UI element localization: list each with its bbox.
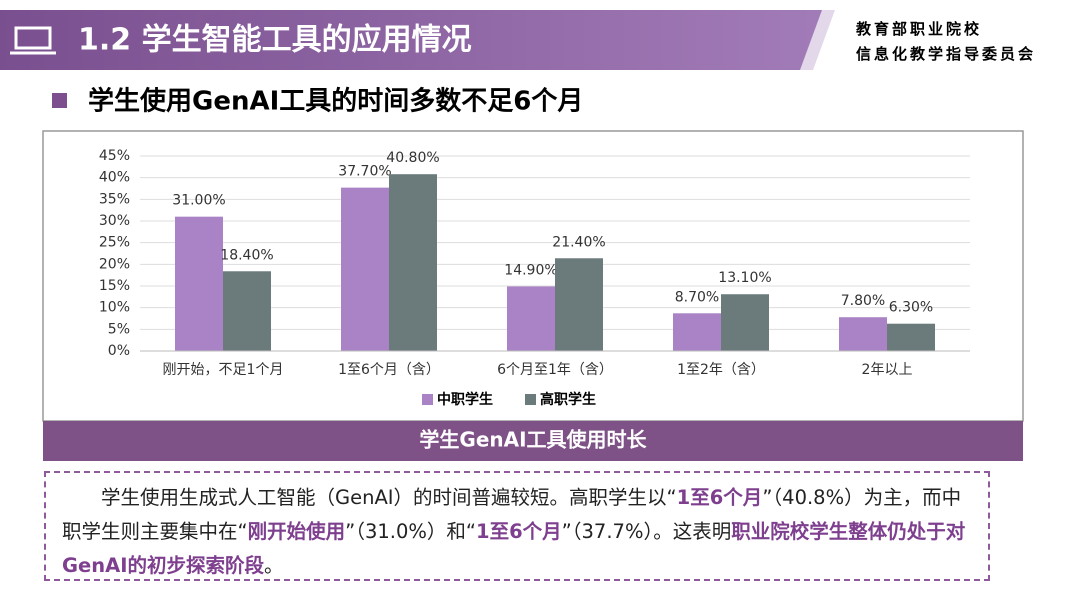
x-tick-label: 刚开始，不足1个月 xyxy=(163,362,284,378)
x-tick-label: 1至2年（含） xyxy=(677,362,765,378)
summary-text: 学生使用生成式人工智能（GenAI）的时间普遍较短。高职学生以“ xyxy=(101,486,677,509)
legend-label: 中职学生 xyxy=(437,391,493,408)
header-stripe xyxy=(800,10,840,70)
y-tick-label: 25% xyxy=(99,235,130,251)
y-tick-label: 15% xyxy=(99,278,130,294)
subtitle: 学生使用GenAI工具的时间多数不足6个月 xyxy=(88,86,583,117)
x-tick-label: 2年以上 xyxy=(862,362,913,378)
value-label: 31.00% xyxy=(172,193,225,209)
y-tick-label: 5% xyxy=(108,321,130,337)
summary-emphasis: 职业院校学生整体仍处于对GenAI的初步探索阶段 xyxy=(62,520,966,577)
x-tick-label: 6个月至1年（含） xyxy=(497,362,613,378)
bar xyxy=(887,323,935,351)
value-label: 14.90% xyxy=(504,262,557,278)
value-label: 18.40% xyxy=(220,247,273,263)
summary: 学生使用生成式人工智能（GenAI）的时间普遍较短。高职学生以“1至6个月”（4… xyxy=(44,471,990,581)
summary-text: ”（40.8%）为主，而中职学生则主要集中在“ xyxy=(62,486,962,543)
x-tick-label: 1至6个月（含） xyxy=(338,362,440,378)
laptop-icon xyxy=(10,26,56,55)
y-tick-label: 40% xyxy=(99,170,130,186)
org-line: 信息化教学指导委员会 xyxy=(856,45,1036,63)
bar xyxy=(223,271,271,351)
y-tick-label: 45% xyxy=(99,148,130,164)
bar xyxy=(721,294,769,351)
chart-title: 学生GenAI工具使用时长 xyxy=(419,428,647,452)
y-tick-label: 10% xyxy=(99,300,130,316)
summary-text: ”（31.0%）和“ xyxy=(345,520,477,543)
value-label: 21.40% xyxy=(552,234,605,250)
summary-text: ”（37.7%）。这表明 xyxy=(561,520,732,543)
bar xyxy=(175,216,223,351)
org-line: 教育部职业院校 xyxy=(855,20,982,38)
summary-emphasis: 1至6个月 xyxy=(476,520,562,543)
summary-emphasis: 刚开始使用 xyxy=(247,520,346,543)
legend-swatch xyxy=(525,394,536,405)
y-tick-label: 20% xyxy=(99,256,130,272)
value-label: 13.10% xyxy=(718,270,771,286)
bar xyxy=(839,317,887,351)
legend-label: 高职学生 xyxy=(540,391,596,408)
value-label: 37.70% xyxy=(338,164,391,180)
header-title: 1.2 学生智能工具的应用情况 xyxy=(78,23,472,58)
bar xyxy=(507,286,555,351)
value-label: 8.70% xyxy=(675,289,719,305)
y-tick-label: 35% xyxy=(99,191,130,207)
caption-bar xyxy=(43,421,1023,461)
legend-swatch xyxy=(422,394,433,405)
bar xyxy=(555,258,603,351)
value-label: 7.80% xyxy=(841,293,885,309)
bar xyxy=(389,174,437,351)
bar xyxy=(341,187,389,351)
y-tick-label: 30% xyxy=(99,213,130,229)
y-tick-label: 0% xyxy=(108,343,130,359)
bullet xyxy=(52,93,67,108)
bar xyxy=(673,313,721,351)
summary-text: 。 xyxy=(263,554,284,577)
value-label: 40.80% xyxy=(386,150,439,166)
value-label: 6.30% xyxy=(889,300,933,316)
summary-emphasis: 1至6个月 xyxy=(676,486,763,509)
header-bar xyxy=(0,10,835,70)
